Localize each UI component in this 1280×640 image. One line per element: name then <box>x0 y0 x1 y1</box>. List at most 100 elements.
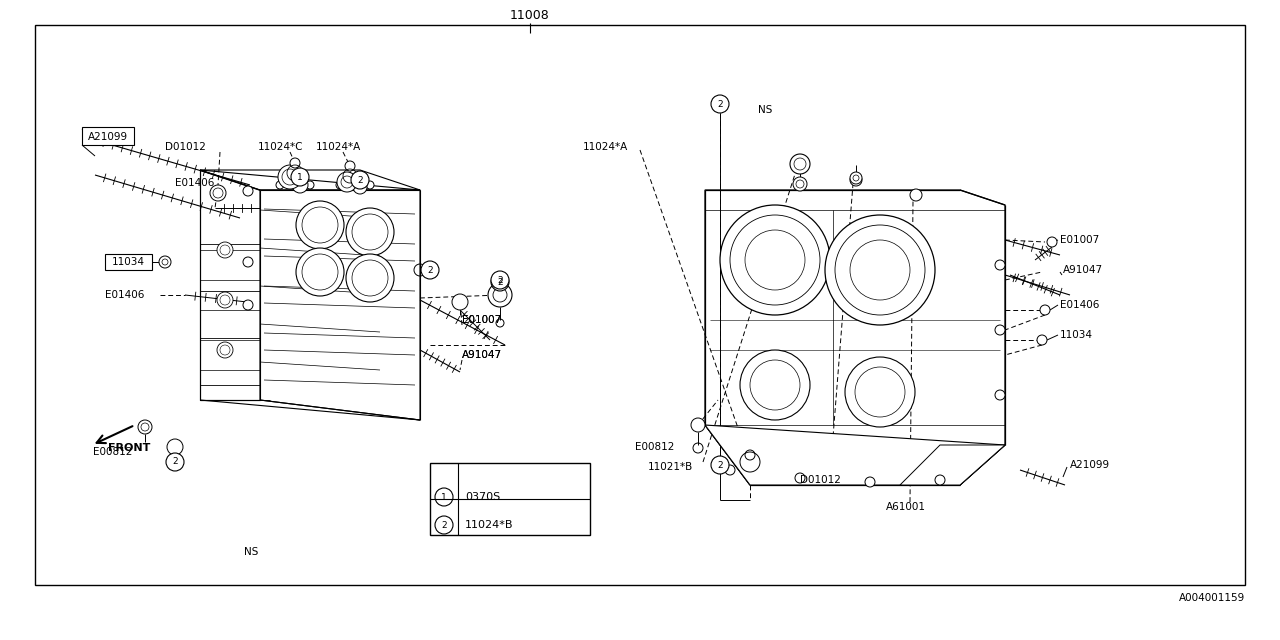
Circle shape <box>910 189 922 201</box>
Circle shape <box>826 215 934 325</box>
Circle shape <box>346 254 394 302</box>
Circle shape <box>452 294 468 310</box>
Circle shape <box>710 95 730 113</box>
Circle shape <box>845 357 915 427</box>
Polygon shape <box>705 190 1005 485</box>
Text: 11008: 11008 <box>511 8 550 22</box>
Text: 11024*A: 11024*A <box>582 142 628 152</box>
Circle shape <box>492 273 509 291</box>
Text: 2: 2 <box>173 458 178 467</box>
Text: FRONT: FRONT <box>108 443 150 453</box>
Text: 2: 2 <box>717 99 723 109</box>
Text: 11024*A: 11024*A <box>316 142 361 152</box>
Text: A004001159: A004001159 <box>1179 593 1245 603</box>
Text: E01406: E01406 <box>1060 300 1100 310</box>
Circle shape <box>794 177 806 191</box>
Circle shape <box>291 158 300 168</box>
Text: 11024*B: 11024*B <box>465 520 513 530</box>
Bar <box>82 127 134 145</box>
Text: 11024*C: 11024*C <box>259 142 303 152</box>
Text: A91047: A91047 <box>462 350 502 360</box>
Circle shape <box>351 171 369 189</box>
Circle shape <box>337 181 344 189</box>
Text: E01007: E01007 <box>462 315 502 325</box>
Circle shape <box>276 181 284 189</box>
Circle shape <box>795 473 805 483</box>
Circle shape <box>166 453 184 471</box>
Circle shape <box>995 325 1005 335</box>
Circle shape <box>337 172 357 192</box>
Circle shape <box>1037 335 1047 345</box>
Circle shape <box>710 456 730 474</box>
Text: E00812: E00812 <box>93 447 132 457</box>
Circle shape <box>850 172 861 184</box>
Circle shape <box>243 300 253 310</box>
Text: 1: 1 <box>442 493 447 502</box>
Text: E01007: E01007 <box>462 315 502 325</box>
Circle shape <box>995 390 1005 400</box>
Text: 11021*B: 11021*B <box>648 462 694 472</box>
Text: 2: 2 <box>497 275 503 285</box>
Circle shape <box>353 180 367 194</box>
Text: E01007: E01007 <box>1060 235 1100 245</box>
Text: A61001: A61001 <box>886 502 925 512</box>
Text: 2: 2 <box>357 175 362 184</box>
Circle shape <box>138 420 152 434</box>
Text: D01012: D01012 <box>800 475 841 485</box>
Text: E01406: E01406 <box>105 290 145 300</box>
Text: E01406: E01406 <box>175 178 214 188</box>
Text: 2: 2 <box>497 278 503 287</box>
Circle shape <box>790 154 810 174</box>
Circle shape <box>934 475 945 485</box>
Circle shape <box>159 256 172 268</box>
Text: 2: 2 <box>428 266 433 275</box>
Circle shape <box>166 439 183 455</box>
Circle shape <box>745 450 755 460</box>
Circle shape <box>995 260 1005 270</box>
Circle shape <box>488 283 512 307</box>
Circle shape <box>296 201 344 249</box>
Circle shape <box>691 418 705 432</box>
Circle shape <box>1039 305 1050 315</box>
Text: 11034: 11034 <box>1060 330 1093 340</box>
Polygon shape <box>260 190 420 420</box>
Bar <box>105 254 152 270</box>
Bar <box>430 463 590 535</box>
Text: A21099: A21099 <box>88 132 128 142</box>
Circle shape <box>306 181 314 189</box>
Text: E00812: E00812 <box>635 442 675 452</box>
Polygon shape <box>705 425 1005 485</box>
Circle shape <box>243 257 253 267</box>
Circle shape <box>435 516 453 534</box>
Text: D01012: D01012 <box>165 142 206 152</box>
Text: A91047: A91047 <box>462 350 502 360</box>
Text: 2: 2 <box>717 461 723 470</box>
Circle shape <box>296 248 344 296</box>
Circle shape <box>278 165 302 189</box>
Text: 11034: 11034 <box>111 257 145 267</box>
Circle shape <box>210 185 227 201</box>
Circle shape <box>1047 237 1057 247</box>
Circle shape <box>291 168 308 186</box>
Circle shape <box>740 350 810 420</box>
Circle shape <box>218 292 233 308</box>
Polygon shape <box>200 170 260 400</box>
Circle shape <box>850 174 861 186</box>
Polygon shape <box>200 170 420 190</box>
Text: NS: NS <box>244 547 259 557</box>
Bar <box>35 25 1245 585</box>
Polygon shape <box>900 445 1005 485</box>
Text: A91047: A91047 <box>1062 265 1103 275</box>
Text: 0370S: 0370S <box>465 492 500 502</box>
Circle shape <box>346 208 394 256</box>
Text: A21099: A21099 <box>1070 460 1110 470</box>
Circle shape <box>435 488 453 506</box>
Circle shape <box>218 342 233 358</box>
Circle shape <box>218 242 233 258</box>
Text: 2: 2 <box>442 520 447 529</box>
Circle shape <box>421 261 439 279</box>
Circle shape <box>243 186 253 196</box>
Circle shape <box>721 205 829 315</box>
Circle shape <box>292 177 308 193</box>
Circle shape <box>724 465 735 475</box>
